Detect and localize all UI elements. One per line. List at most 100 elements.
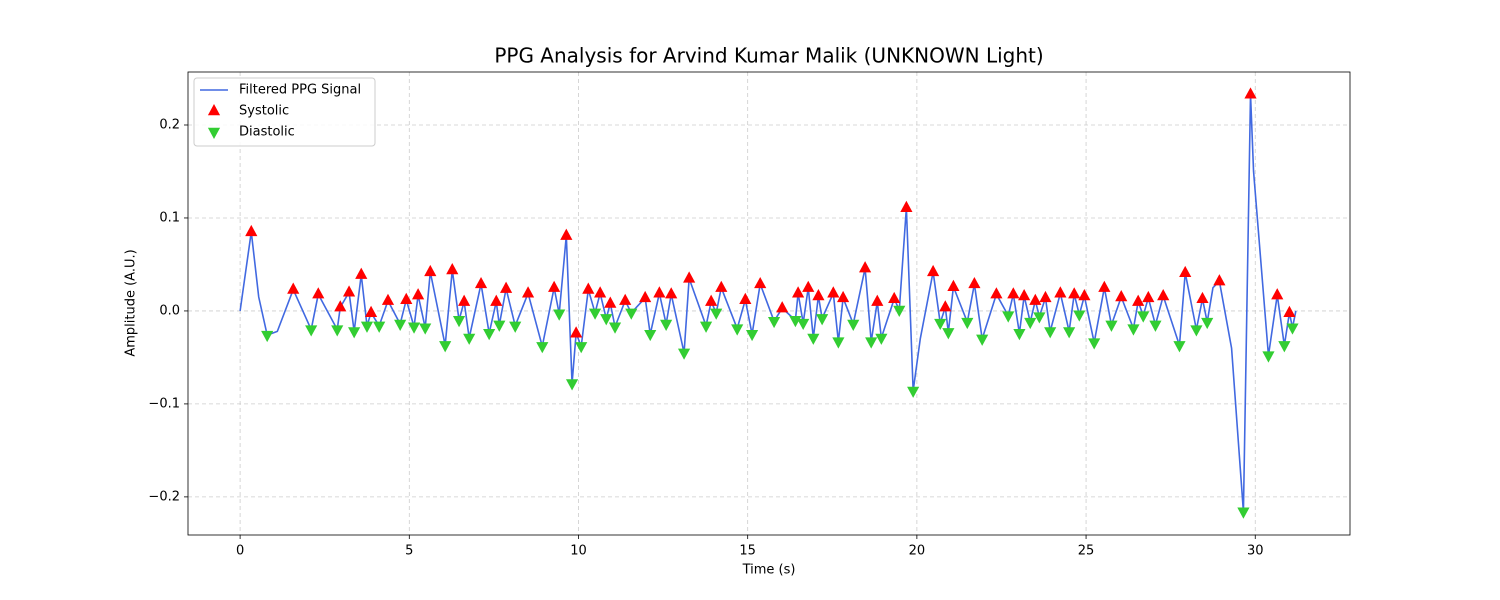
systolic-marker [754, 276, 767, 289]
systolic-marker [802, 280, 815, 292]
legend-swatch [207, 127, 221, 139]
diastolic-marker [660, 319, 673, 331]
x-tick-label: 15 [739, 544, 756, 559]
systolic-marker [499, 281, 513, 293]
systolic-marker [1213, 274, 1226, 286]
diastolic-marker [677, 348, 691, 360]
systolic-marker [446, 263, 459, 275]
systolic-marker [683, 271, 696, 283]
legend-label: Systolic [239, 104, 289, 119]
diastolic-marker [439, 341, 452, 353]
diastolic-marker [625, 308, 638, 320]
diastolic-marker [699, 321, 713, 333]
diastolic-marker [1173, 341, 1186, 353]
systolic-marker [1132, 294, 1145, 306]
systolic-marker [653, 286, 666, 298]
systolic-marker [990, 287, 1003, 299]
systolic-marker [458, 294, 471, 306]
diastolic-marker [493, 320, 506, 332]
systolic-marker [287, 282, 300, 294]
diastolic-marker [797, 318, 810, 331]
systolic-marker [412, 288, 425, 300]
systolic-marker [1115, 289, 1128, 302]
systolic-marker [1078, 289, 1091, 301]
systolic-marker [548, 280, 561, 292]
diastolic-marker [608, 322, 622, 334]
systolic-marker [705, 294, 718, 306]
systolic-marker [739, 292, 752, 304]
systolic-marker [490, 294, 503, 306]
systolic-marker [604, 296, 617, 308]
diastolic-marker [553, 309, 566, 321]
systolic-marker [1098, 280, 1111, 292]
diastolic-marker [710, 308, 723, 320]
y-tick-label: −0.2 [148, 489, 180, 504]
diastolic-marker [1044, 327, 1057, 339]
systolic-marker [871, 294, 884, 306]
legend-label: Filtered PPG Signal [239, 83, 361, 98]
diastolic-marker [1262, 351, 1275, 363]
systolic-marker [582, 282, 595, 294]
diastolic-marker [1190, 325, 1203, 337]
x-tick-label: 25 [1078, 544, 1095, 559]
systolic-marker [1283, 305, 1296, 317]
y-axis-label: Amplitude (A.U.) [124, 249, 139, 356]
systolic-marker [1039, 290, 1052, 303]
x-tick-label: 5 [405, 544, 413, 559]
diastolic-marker [644, 329, 657, 342]
systolic-marker [570, 326, 583, 338]
diastolic-marker [360, 321, 374, 333]
y-tick-label: −0.1 [148, 396, 180, 411]
diastolic-marker [565, 379, 579, 391]
diastolic-marker [536, 342, 549, 354]
diastolic-marker [600, 314, 613, 326]
diastolic-marker [907, 386, 920, 398]
diastolic-marker [305, 325, 318, 337]
y-tick-label: 0.1 [159, 210, 180, 225]
systolic-marker [312, 287, 325, 299]
systolic-marker [947, 279, 960, 291]
x-tick-label: 10 [570, 544, 587, 559]
systolic-marker [424, 264, 437, 277]
diastolic-marker [575, 342, 588, 354]
diastolic-marker [452, 316, 466, 328]
x-tick-label: 20 [909, 544, 926, 559]
systolic-marker [968, 276, 981, 289]
diastolic-marker [419, 323, 432, 335]
diastolic-marker [847, 319, 860, 331]
systolic-marker [1018, 289, 1031, 301]
diastolic-marker [976, 334, 989, 346]
x-axis-label: Time (s) [742, 563, 796, 578]
systolic-marker [1196, 291, 1209, 304]
x-tick-label: 30 [1247, 544, 1264, 559]
systolic-marker [1179, 265, 1192, 278]
systolic-marker [665, 287, 678, 299]
diastolic-marker [394, 319, 407, 331]
systolic-marker [560, 228, 573, 240]
diastolic-marker [832, 337, 845, 349]
systolic-marker [521, 286, 535, 298]
diastolic-marker [807, 333, 820, 345]
systolic-marker [355, 267, 368, 279]
diastolic-marker [373, 321, 386, 333]
diastolic-marker [1127, 324, 1140, 336]
diastolic-marker [942, 328, 955, 340]
systolic-marker [859, 261, 872, 273]
systolic-marker [1068, 287, 1081, 299]
systolic-marker [364, 305, 378, 317]
systolic-marker [400, 292, 413, 304]
systolic-marker [715, 280, 728, 292]
diastolic-marker [1013, 329, 1026, 341]
axes-frame [187, 71, 1351, 536]
systolic-marker [939, 300, 952, 312]
systolic-marker [342, 285, 356, 297]
systolic-marker [900, 200, 913, 212]
diastolic-marker [1024, 317, 1037, 330]
systolic-marker [776, 301, 789, 313]
diastolic-marker [1137, 311, 1150, 323]
diastolic-marker [893, 305, 906, 318]
diastolic-marker [731, 324, 744, 336]
diastolic-marker [1278, 341, 1291, 353]
systolic-marker [1271, 288, 1284, 300]
